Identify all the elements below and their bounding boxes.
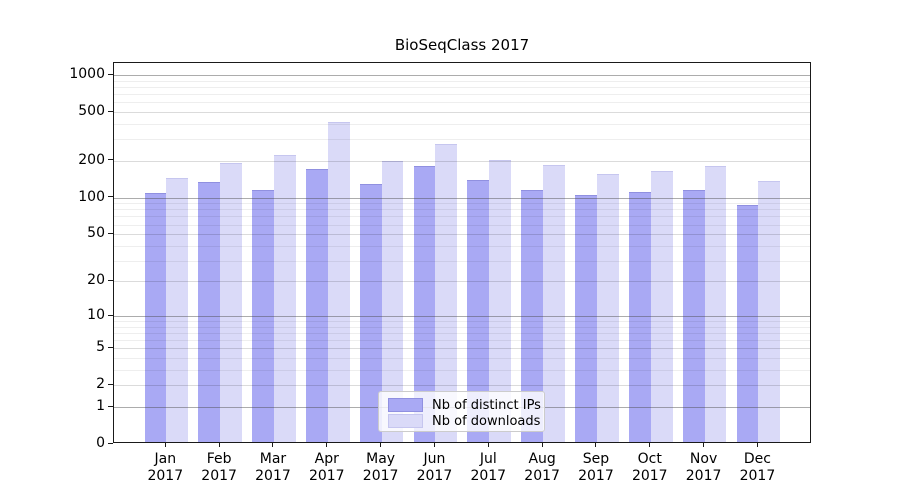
- y-tick-mark-5: [108, 346, 113, 348]
- x-tick-label-dec: Dec 2017: [739, 451, 776, 484]
- x-tick-mark-feb: [218, 443, 220, 447]
- y-tick-label-50: 50: [87, 225, 105, 242]
- y-tick-label-5: 5: [96, 339, 105, 356]
- bar-ips-may: [359, 183, 382, 442]
- y-tick-mark-100: [108, 196, 113, 198]
- bar-downloads-oct: [650, 171, 673, 442]
- bar-downloads-apr: [327, 122, 350, 442]
- bar-ips-oct: [628, 191, 651, 442]
- y-tick-label-1: 1: [96, 398, 105, 414]
- y-tick-label-100: 100: [78, 188, 105, 205]
- legend-label-distinct-ips: Nb of distinct IPs: [432, 397, 541, 413]
- y-tick-label-500: 500: [78, 103, 105, 120]
- bar-ips-dec: [736, 205, 759, 442]
- y-tick-label-10: 10: [87, 307, 105, 323]
- x-tick-mark-apr: [326, 443, 328, 447]
- legend: Nb of distinct IPs Nb of downloads: [378, 391, 545, 432]
- y-tick-mark-1: [108, 405, 113, 407]
- legend-item-distinct-ips: Nb of distinct IPs: [388, 397, 541, 413]
- bar-downloads-jan: [166, 178, 189, 442]
- plot-area: [113, 62, 811, 443]
- legend-swatch-distinct-ips: [388, 398, 423, 412]
- y-tick-label-0: 0: [96, 435, 105, 451]
- bar-downloads-jul: [489, 159, 512, 442]
- chart-title: BioSeqClass 2017: [394, 36, 530, 54]
- x-tick-mark-aug: [541, 443, 543, 447]
- bar-ips-apr: [305, 168, 328, 442]
- x-tick-label-aug: Aug 2017: [524, 451, 560, 484]
- x-tick-mark-dec: [756, 443, 758, 447]
- legend-label-downloads: Nb of downloads: [432, 413, 541, 429]
- legend-item-downloads: Nb of downloads: [388, 413, 540, 429]
- bar-ips-sep: [575, 194, 597, 442]
- y-tick-mark-200: [108, 159, 113, 161]
- x-tick-mark-mar: [272, 443, 274, 447]
- x-tick-mark-oct: [649, 443, 651, 447]
- x-tick-mark-jun: [433, 443, 435, 447]
- x-tick-mark-jul: [487, 443, 489, 447]
- bar-downloads-jun: [435, 144, 458, 442]
- x-tick-label-nov: Nov 2017: [685, 451, 722, 484]
- bar-ips-jun: [413, 166, 436, 442]
- bar-ips-jul: [467, 179, 490, 442]
- x-tick-mark-nov: [703, 443, 705, 447]
- x-tick-label-may: May 2017: [362, 451, 399, 484]
- y-tick-label-200: 200: [78, 151, 105, 168]
- x-tick-mark-jan: [164, 443, 166, 447]
- y-tick-mark-50: [108, 232, 113, 234]
- y-tick-mark-10: [108, 314, 113, 316]
- y-tick-label-1000: 1000: [69, 66, 105, 83]
- bar-ips-aug: [521, 189, 544, 442]
- x-tick-label-mar: Mar 2017: [255, 451, 291, 484]
- y-tick-label-20: 20: [87, 272, 105, 289]
- bar-downloads-nov: [704, 165, 727, 442]
- bar-downloads-may: [381, 160, 404, 442]
- y-tick-label-2: 2: [96, 376, 105, 393]
- bar-ips-jan: [144, 193, 167, 442]
- bars-layer: [114, 63, 810, 442]
- y-tick-mark-2: [108, 383, 113, 385]
- x-tick-label-jun: Jun 2017: [416, 451, 453, 484]
- x-tick-label-feb: Feb 2017: [201, 451, 237, 484]
- bar-ips-feb: [198, 182, 221, 442]
- x-tick-label-jul: Jul 2017: [470, 451, 507, 484]
- x-tick-label-apr: Apr 2017: [308, 451, 345, 484]
- y-tick-mark-1000: [108, 73, 113, 75]
- bar-downloads-dec: [758, 181, 781, 442]
- bar-downloads-feb: [220, 162, 242, 442]
- legend-swatch-downloads: [388, 414, 423, 428]
- bar-downloads-aug: [543, 164, 565, 442]
- y-tick-mark-20: [108, 279, 113, 281]
- bar-downloads-sep: [596, 173, 619, 442]
- y-tick-mark-0: [108, 442, 113, 444]
- bar-ips-mar: [252, 189, 274, 442]
- bar-ips-nov: [682, 190, 705, 442]
- x-tick-label-oct: Oct 2017: [631, 451, 668, 484]
- x-tick-mark-sep: [595, 443, 597, 447]
- bar-downloads-mar: [273, 154, 296, 442]
- x-tick-mark-may: [380, 443, 382, 447]
- x-tick-label-sep: Sep 2017: [578, 451, 614, 484]
- y-tick-mark-500: [108, 110, 113, 112]
- x-tick-label-jan: Jan 2017: [147, 451, 184, 484]
